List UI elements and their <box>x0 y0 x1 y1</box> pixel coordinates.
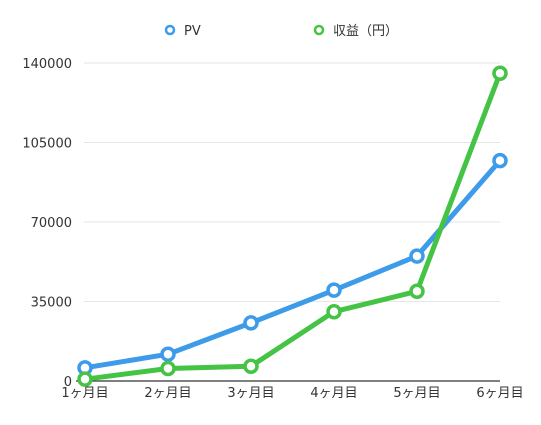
legend-item: 収益（円） <box>313 24 398 39</box>
series-line <box>82 70 503 382</box>
series-1 <box>77 152 508 376</box>
y-tick-label: 140000 <box>22 57 72 72</box>
x-tick-label: 4ヶ月目 <box>310 386 357 401</box>
legend-label: PV <box>184 24 201 39</box>
data-point <box>409 248 425 264</box>
data-point <box>409 283 425 300</box>
legend: PV 収益（円） <box>164 24 398 39</box>
series-2 <box>77 65 508 387</box>
y-tick-label: 70000 <box>31 216 72 231</box>
data-point <box>160 346 176 362</box>
legend-label: 収益（円） <box>333 24 398 39</box>
x-tick-label: 2ヶ月目 <box>144 386 191 401</box>
x-tick-label: 5ヶ月目 <box>393 386 440 401</box>
data-point <box>326 282 342 298</box>
x-tick-labels: 1ヶ月目 2ヶ月目 3ヶ月目 4ヶ月目 5ヶ月目 6ヶ月目 <box>61 386 523 401</box>
x-tick-label: 3ヶ月目 <box>227 386 274 401</box>
y-tick-labels: 0 35000 70000 105000 140000 <box>22 57 72 390</box>
y-tick-label: 105000 <box>22 137 72 152</box>
y-tick-label: 0 <box>64 375 72 390</box>
legend-marker <box>164 24 176 36</box>
legend-item: PV <box>164 24 201 39</box>
y-gridlines <box>84 62 500 302</box>
x-tick-label: 1ヶ月目 <box>61 386 108 401</box>
data-point <box>160 360 176 377</box>
data-point <box>492 65 508 81</box>
data-point <box>243 315 259 331</box>
legend-marker <box>313 24 325 36</box>
data-point <box>326 303 342 320</box>
x-tick-label: 6ヶ月目 <box>476 386 523 401</box>
series-line <box>82 158 503 371</box>
data-point <box>77 371 93 387</box>
data-point <box>243 358 259 374</box>
y-tick-label: 35000 <box>31 296 72 311</box>
data-point <box>492 152 508 169</box>
